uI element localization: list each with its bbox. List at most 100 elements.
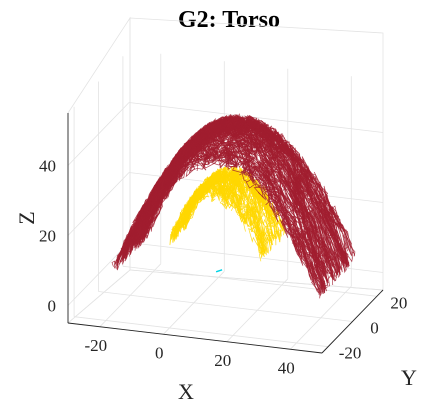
trajectory-line (308, 192, 330, 246)
trajectory-line (246, 137, 273, 177)
trajectory-line (290, 157, 313, 202)
trajectory-line (244, 179, 257, 207)
trajectory-line (266, 130, 294, 163)
trajectory-line (288, 144, 310, 184)
trajectory-line (213, 121, 239, 139)
trajectory-line (122, 221, 143, 265)
trajectory-line (237, 194, 245, 212)
trajectory-line (191, 158, 234, 168)
trajectory-line (317, 229, 333, 263)
gridline-z (67, 172, 130, 236)
trajectory-line (171, 205, 188, 243)
trajectory-line (231, 166, 240, 181)
trajectory-line (341, 234, 350, 268)
x-tick-label: 40 (278, 358, 295, 377)
trajectory-line (174, 160, 189, 182)
gridline-z (67, 102, 130, 166)
trajectory-line (261, 131, 311, 197)
trajectory-line (265, 131, 281, 155)
series-small-dome (169, 164, 286, 262)
trajectory-line (265, 166, 292, 233)
trajectory-line (157, 171, 176, 194)
trajectory-line (237, 151, 255, 180)
trajectory-line (283, 177, 327, 272)
trajectory-line (229, 130, 255, 156)
trajectory-line (177, 204, 192, 233)
z-tick-label: 20 (39, 227, 56, 246)
trajectory-line (236, 116, 267, 133)
trajectory-line (257, 189, 274, 215)
ticks: -20 0 20 40 -20 0 20 0 20 40 (39, 157, 407, 378)
trajectory-line (300, 189, 338, 278)
trajectory-line (298, 247, 319, 281)
trajectory-line (188, 127, 210, 152)
trajectory-line (245, 170, 265, 199)
trajectory-line (114, 225, 133, 266)
trajectory-line (247, 192, 259, 214)
trajectory-line (322, 244, 339, 285)
trajectory-line (277, 167, 306, 221)
trajectory-line (227, 143, 264, 160)
series-large-dome (111, 113, 356, 299)
gridline-y (98, 291, 353, 322)
trajectory-line (234, 123, 263, 151)
trajectory-line (313, 263, 325, 294)
z-tick-label: 0 (48, 297, 57, 316)
trajectory-line (164, 141, 192, 182)
data-layer (111, 113, 356, 299)
series-points (215, 269, 223, 273)
trajectory-line (146, 158, 190, 239)
axes-frame (67, 113, 384, 354)
trajectory-line (276, 226, 282, 243)
trajectory-line (225, 142, 247, 177)
trajectory-line (265, 199, 284, 216)
gridline-y (74, 316, 329, 348)
y-tick-label: -20 (339, 344, 362, 363)
trajectory-line (218, 182, 232, 206)
trajectory-line (237, 205, 246, 232)
trajectory-line (313, 268, 324, 299)
x-tick-label: 0 (155, 343, 164, 362)
trajectory-line (278, 159, 306, 202)
trajectory-line (262, 126, 282, 154)
trajectory-line (258, 239, 265, 262)
trajectory-line (311, 197, 335, 240)
chart-title: G2: Torso (178, 7, 280, 33)
trajectory-line (306, 167, 340, 226)
trajectory-line (236, 116, 261, 133)
trajectory-line (165, 161, 182, 188)
trajectory-line (211, 172, 222, 186)
z-axis-label: Z (14, 211, 39, 224)
trajectory-line (238, 182, 251, 205)
trajectory-line (248, 209, 265, 244)
trajectory-line (254, 188, 264, 210)
trajectory-line (264, 122, 290, 152)
trajectory-line (205, 170, 218, 190)
trajectory-line (265, 153, 297, 212)
trajectory-line (191, 188, 201, 207)
z-tick-label: 40 (39, 157, 56, 176)
gridline-z (128, 102, 384, 133)
x-axis-label: X (178, 379, 194, 403)
gridline-y (122, 265, 377, 297)
trajectory-line (154, 152, 182, 198)
trajectory-line (173, 217, 185, 238)
trajectory-line (212, 124, 233, 139)
y-axis-label: Y (401, 365, 417, 390)
trajectory-line (131, 172, 170, 249)
trajectory-line (211, 119, 239, 138)
trajectory-line (306, 232, 325, 277)
y-tick-label: 20 (390, 293, 407, 312)
y-tick-label: 0 (370, 319, 379, 338)
trajectory-line (227, 182, 241, 208)
trajectory-line (245, 212, 261, 240)
trajectory-line (250, 201, 262, 225)
gridline-z (67, 242, 130, 306)
trajectory-line (324, 220, 347, 271)
data-point (215, 269, 223, 273)
trajectory-line (299, 198, 310, 222)
trajectory-line (308, 172, 330, 222)
trajectory-line (155, 146, 184, 194)
trajectory-line (213, 170, 239, 186)
